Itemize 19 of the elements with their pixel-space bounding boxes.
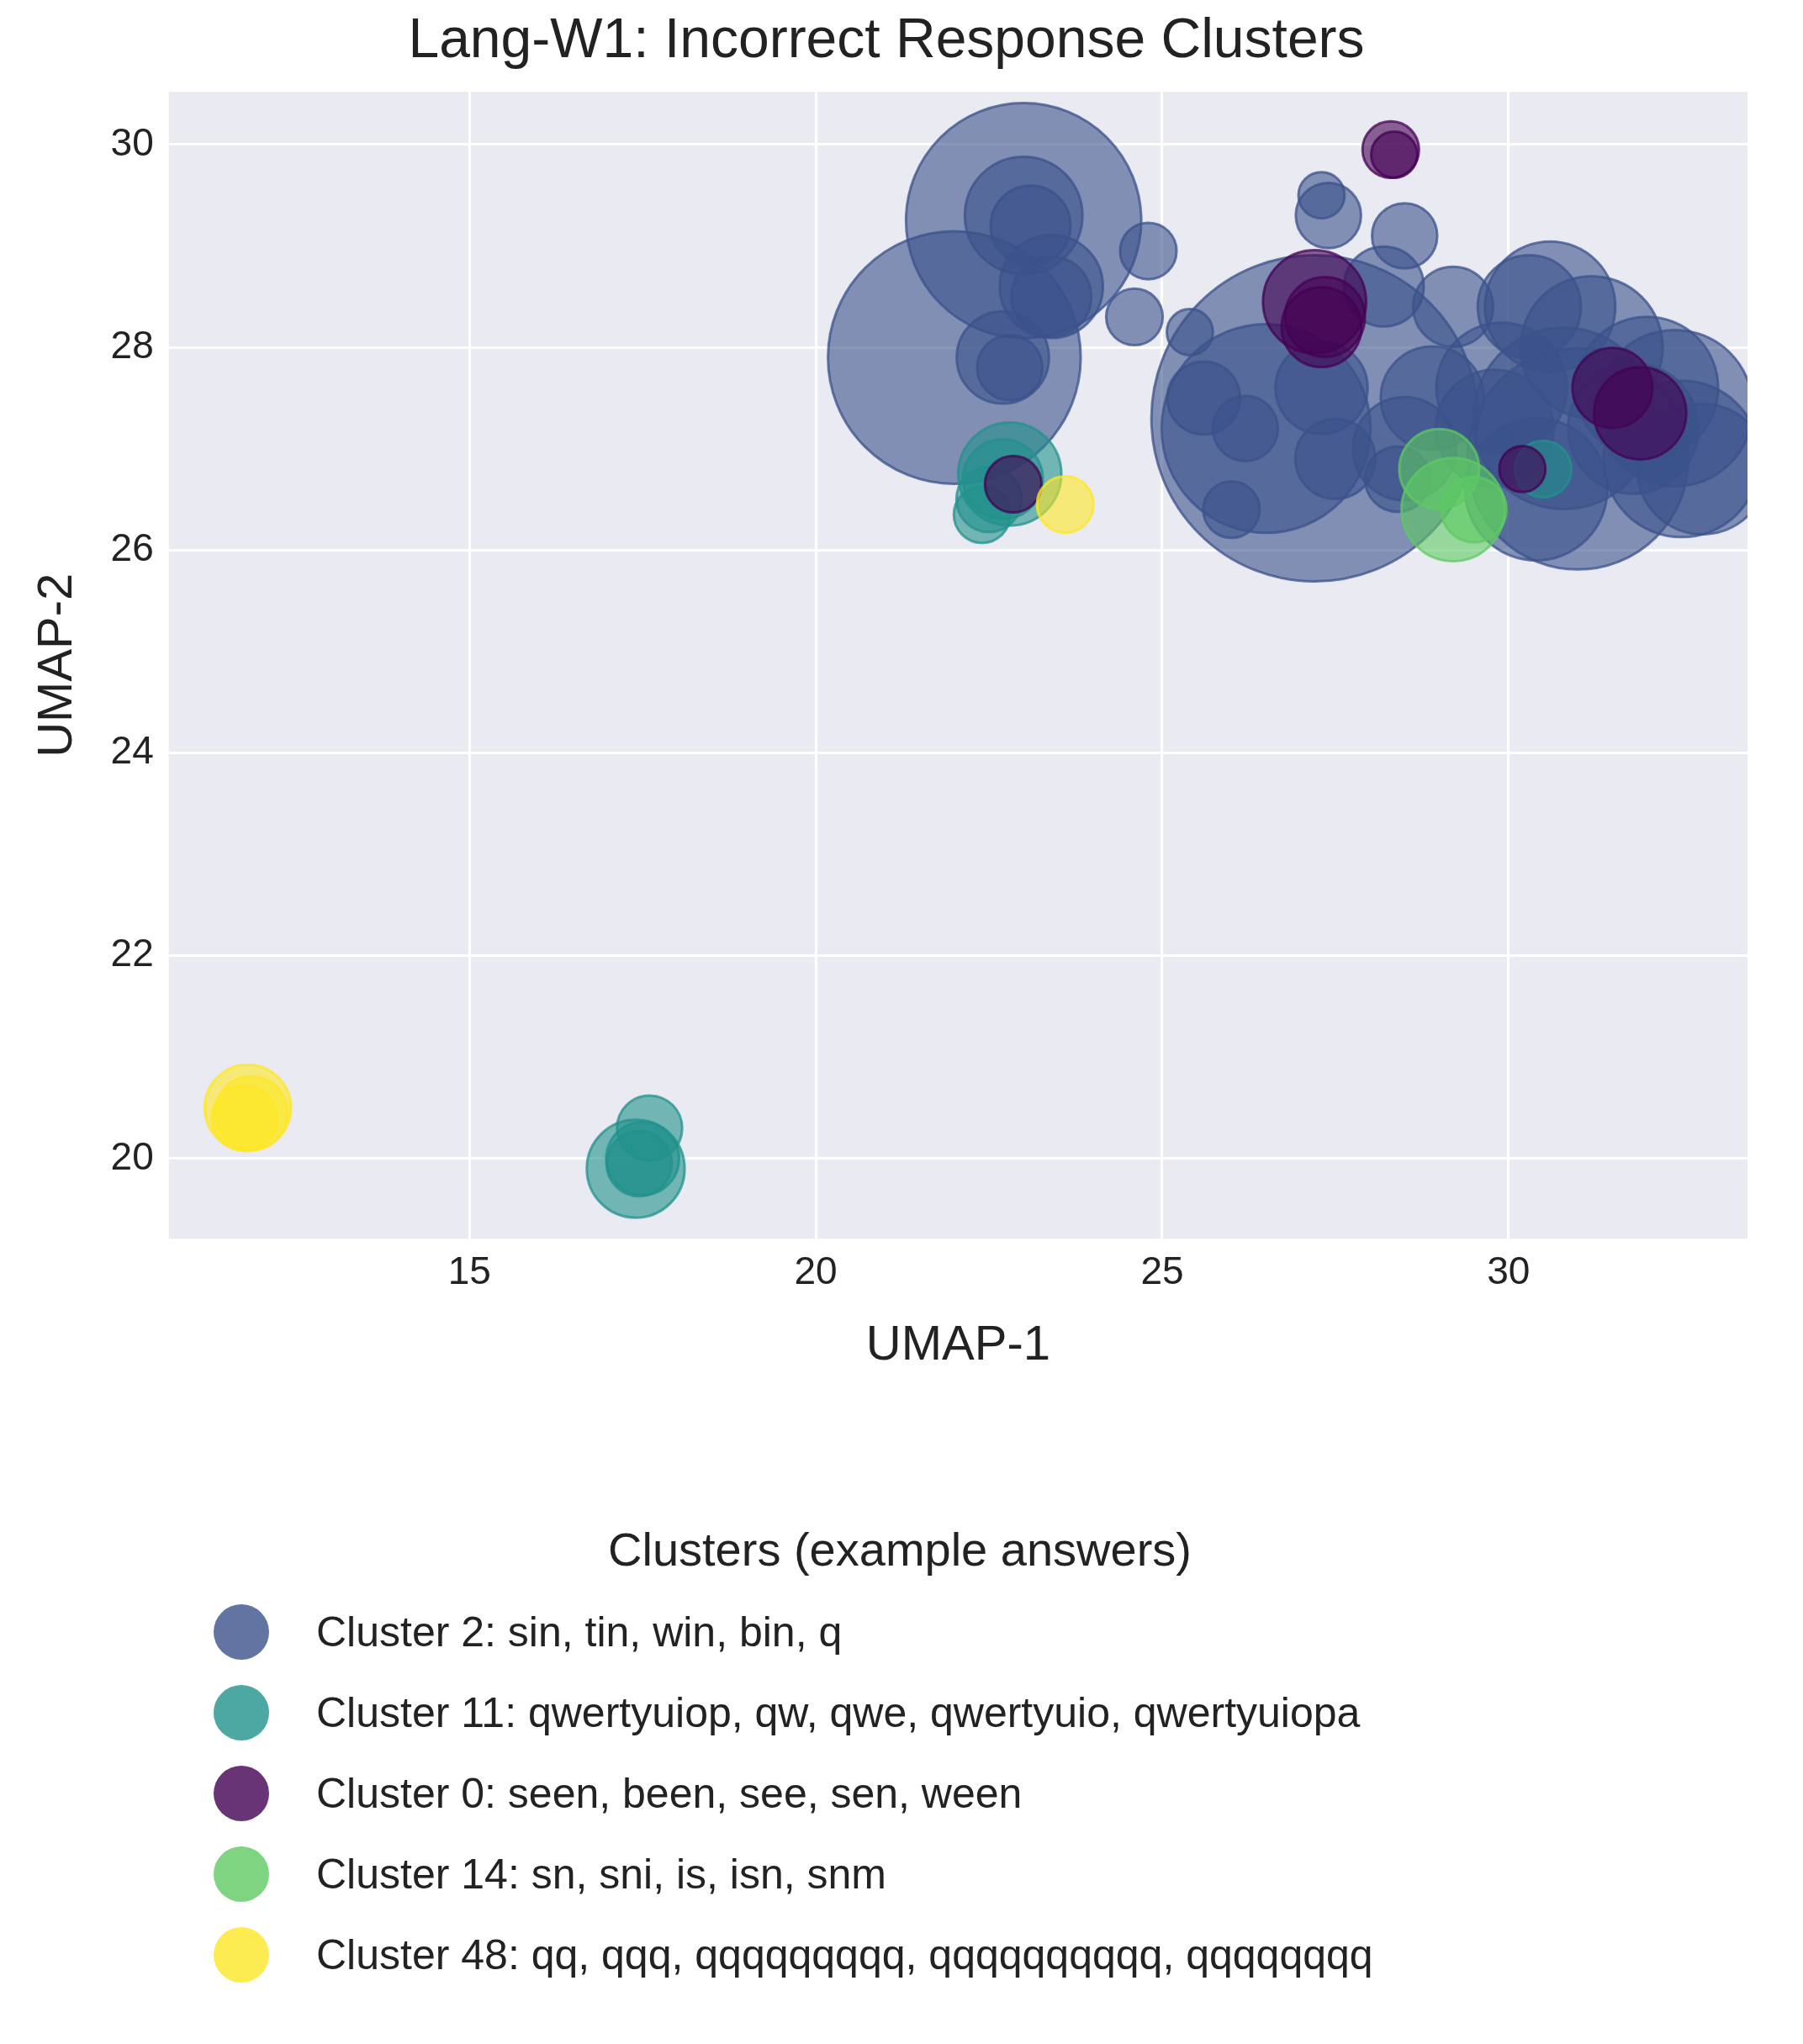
y-tick-label: 28 — [110, 322, 154, 367]
x-axis-title: UMAP-1 — [865, 1315, 1050, 1371]
x-tick-label: 30 — [1487, 1249, 1531, 1293]
legend-label: Cluster 2: sin, tin, win, bin, q — [316, 1608, 843, 1656]
legend-label: Cluster 48: qq, qqq, qqqqqqqqq, qqqqqqqqqq, qqqqqqqq — [316, 1930, 1373, 1979]
y-tick-label: 24 — [110, 728, 154, 773]
legend-title: Clusters (example answers) — [607, 1522, 1192, 1577]
legend-label: Cluster 14: sn, sni, is, isn, snm — [316, 1850, 887, 1899]
y-tick-label: 26 — [110, 526, 154, 570]
y-tick-label: 30 — [110, 119, 154, 164]
legend-label: Cluster 11: qwertyuiop, qw, qwe, qwertyuio, qwertyuiopa — [316, 1688, 1361, 1737]
y-tick-label: 22 — [110, 931, 154, 975]
x-tick-label: 15 — [447, 1249, 491, 1293]
chart-title: Lang-W1: Incorrect Response Clusters — [408, 6, 1365, 69]
y-axis-title: UMAP-2 — [26, 573, 82, 758]
y-tick-label: 20 — [110, 1133, 154, 1178]
x-tick-label: 25 — [1140, 1249, 1184, 1293]
x-tick-label: 20 — [794, 1249, 838, 1293]
legend-label: Cluster 0: seen, been, see, sen, ween — [316, 1769, 1023, 1818]
